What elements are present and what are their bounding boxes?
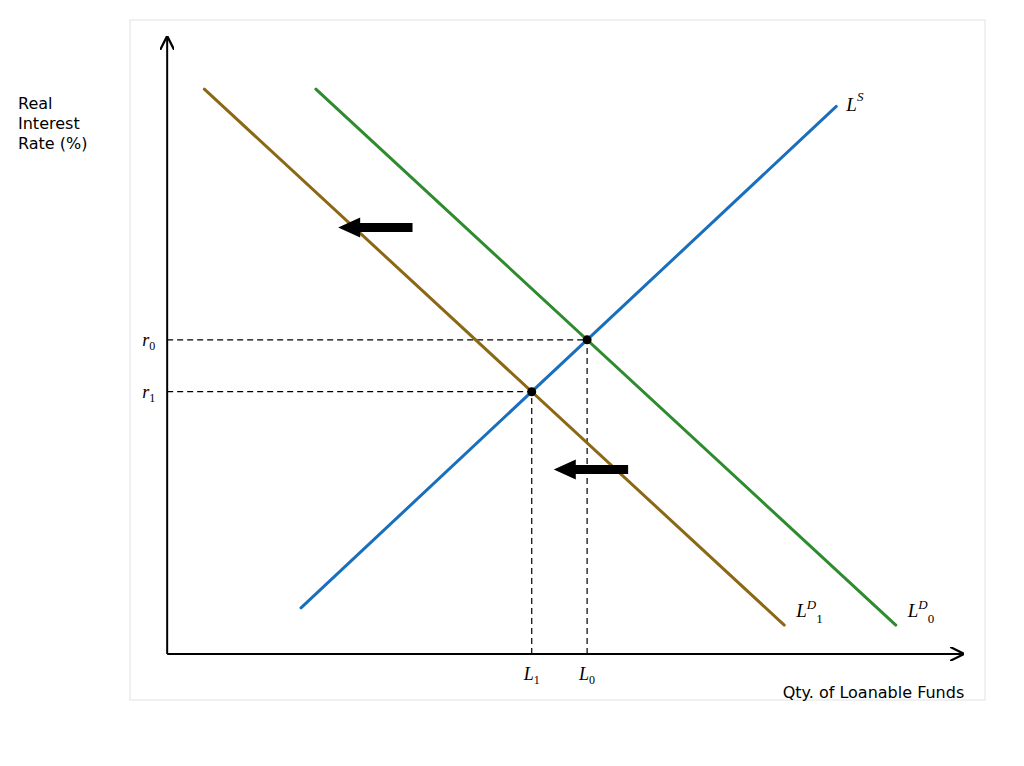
quantity-label: L0 — [578, 664, 595, 687]
y-axis-label: RealInterestRate (%) — [18, 94, 87, 153]
curve — [316, 89, 896, 625]
background — [0, 0, 1024, 766]
curve-label-sub: 1 — [816, 611, 823, 626]
curve-label-sup: S — [857, 89, 864, 104]
curve-label-sup: D — [806, 597, 817, 612]
curve — [204, 89, 784, 625]
plot-area — [167, 37, 963, 654]
reference-line-h — [167, 391, 532, 392]
rate-label-sub: 0 — [149, 339, 155, 353]
y-axis-label-line: Real — [18, 94, 53, 113]
curve-label-sup: D — [917, 597, 928, 612]
equilibrium-point — [583, 335, 592, 344]
y-axis-label-line: Rate (%) — [18, 134, 87, 153]
x-axis — [167, 653, 963, 655]
curve-label: LD1 — [795, 597, 822, 626]
reference-line-h — [167, 339, 587, 340]
rate-label-sub: 1 — [149, 391, 155, 405]
shift-arrow — [338, 217, 412, 237]
curve-label: LD0 — [907, 597, 934, 626]
curve-label-sub: 0 — [928, 611, 935, 626]
reference-line-v — [587, 340, 588, 654]
shift-arrow — [554, 459, 628, 479]
chart: LS LD0 LD1 r0 L0 r1 L1 RealInterestRate (%) Qty.… — [0, 0, 1024, 766]
rate-label: r1 — [142, 382, 155, 405]
labels: LS LD0 LD1 r0 L0 r1 L1 RealInterestRate (%) Qty.… — [18, 89, 964, 701]
y-axis — [166, 37, 168, 654]
quantity-label-sub: 0 — [589, 673, 595, 687]
plot-frame — [130, 20, 985, 700]
quantity-label: L1 — [523, 664, 540, 687]
y-axis-label-line: Interest — [18, 114, 80, 133]
quantity-label-sub: 1 — [534, 673, 540, 687]
curve-label: LS — [845, 89, 864, 114]
curve — [301, 106, 836, 607]
equilibrium-point — [527, 387, 536, 396]
reference-line-v — [531, 392, 532, 654]
x-axis-label: Qty. of Loanable Funds — [783, 683, 965, 702]
rate-label: r0 — [142, 330, 155, 353]
